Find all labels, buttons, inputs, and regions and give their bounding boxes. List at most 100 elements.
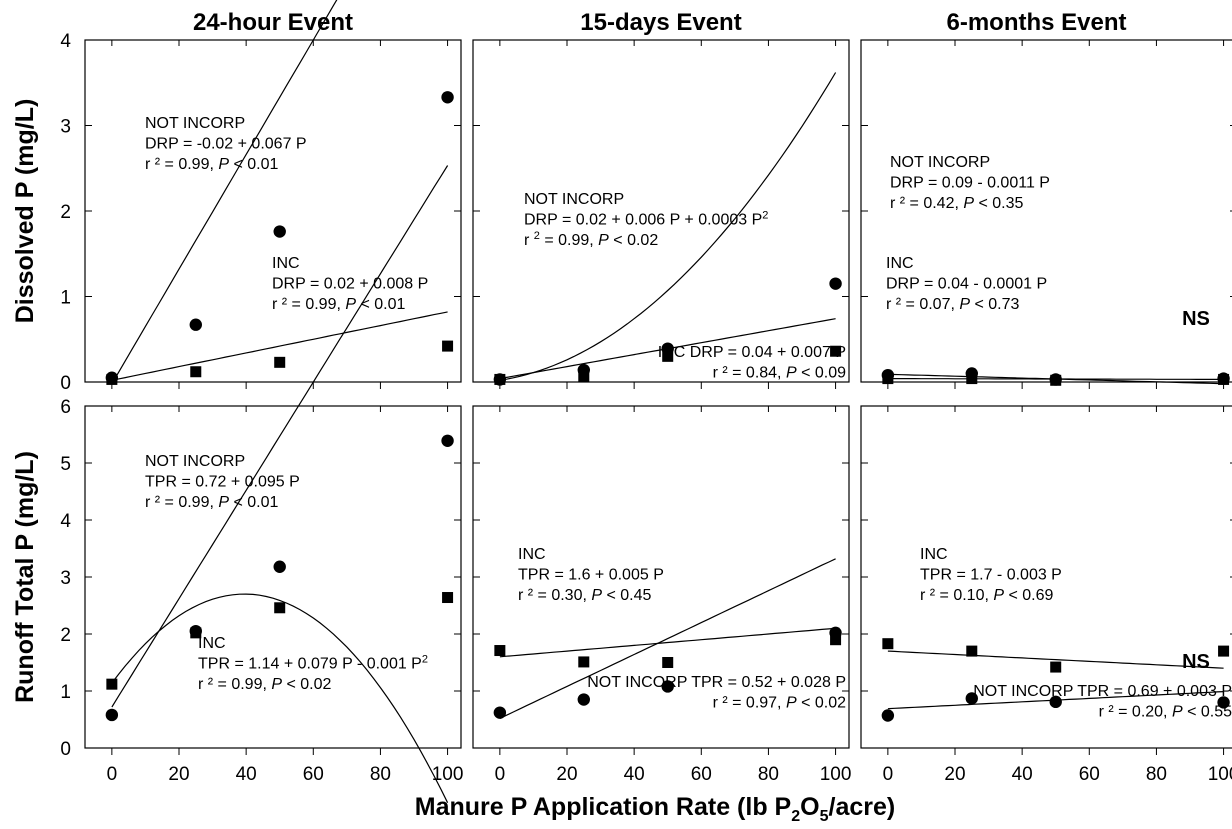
point-inc bbox=[578, 370, 590, 382]
point-inc bbox=[966, 645, 978, 657]
point-inc bbox=[494, 373, 506, 385]
point-inc bbox=[882, 638, 894, 650]
point-inc bbox=[662, 350, 674, 362]
fit-equation-text: r 2 = 0.99, P < 0.02 bbox=[524, 230, 658, 249]
ns-label: NS bbox=[1182, 651, 1210, 673]
fit-equation-text: TPR = 1.6 + 0.005 P bbox=[518, 567, 664, 584]
fit-equation-text: NOT INCORP bbox=[890, 154, 990, 171]
x-tick-label: 0 bbox=[495, 764, 506, 785]
panel-total-2: 0 20 40 60 80 100 INC TPR = 1.7 - 0.003 P r ² = … bbox=[860, 405, 1232, 785]
fit-equation-text: DRP = 0.02 + 0.008 P bbox=[272, 276, 428, 293]
point-not-incorp bbox=[441, 91, 454, 104]
point-inc bbox=[190, 366, 202, 378]
x-tick-label: 60 bbox=[1079, 764, 1100, 785]
y-tick-label: 2 bbox=[60, 625, 71, 646]
point-inc bbox=[1218, 373, 1230, 385]
fit-equation-text: r ² = 0.99, P < 0.01 bbox=[145, 494, 279, 511]
x-tick-label: 60 bbox=[303, 764, 324, 785]
point-inc bbox=[442, 592, 454, 604]
point-inc bbox=[1050, 374, 1062, 386]
fit-equation-text: NOT INCORP bbox=[524, 191, 624, 208]
ns-label: NS bbox=[1182, 308, 1210, 330]
y-tick-label: 1 bbox=[60, 288, 71, 309]
point-inc bbox=[442, 340, 454, 352]
fit-equation-text: DRP = 0.04 - 0.0001 P bbox=[886, 276, 1047, 293]
point-not-incorp bbox=[105, 708, 119, 722]
point-inc bbox=[830, 345, 842, 357]
point-inc bbox=[274, 602, 286, 614]
point-not-incorp bbox=[189, 318, 202, 331]
point-inc bbox=[494, 645, 506, 657]
fit-equation-text: INC bbox=[198, 635, 226, 652]
fit-line-not-incorp bbox=[499, 72, 837, 381]
point-not-incorp bbox=[1217, 696, 1230, 709]
y-tick-label: 5 bbox=[60, 454, 71, 475]
point-inc bbox=[662, 657, 674, 668]
point-inc bbox=[966, 373, 978, 385]
point-inc bbox=[190, 627, 202, 639]
column-title: 15-days Event bbox=[580, 9, 741, 36]
plot-area bbox=[84, 405, 462, 749]
y-axis-label: Runoff Total P (mg/L) bbox=[11, 451, 39, 703]
panel-dissolved-0: 0 1 2 3 4 NOT INCORP DRP = -0.02 + 0.067 P r ² … bbox=[60, 0, 462, 394]
point-not-incorp bbox=[273, 560, 286, 573]
point-not-incorp bbox=[577, 693, 590, 706]
fit-line-not-incorp bbox=[111, 0, 338, 385]
x-tick-label: 40 bbox=[624, 764, 645, 785]
fit-equation-text: NOT INCORP TPR = 0.69 + 0.003 P bbox=[973, 683, 1232, 700]
point-inc bbox=[830, 634, 842, 646]
fit-line-not-incorp bbox=[499, 558, 836, 719]
point-inc bbox=[1050, 661, 1062, 673]
fit-equation-text: TPR = 1.14 + 0.079 P - 0.001 P2 bbox=[198, 654, 428, 673]
y-tick-label: 1 bbox=[60, 682, 71, 703]
point-not-incorp bbox=[661, 680, 674, 693]
fit-equation-text: r ² = 0.99, P < 0.02 bbox=[198, 676, 332, 693]
x-tick-label: 80 bbox=[758, 764, 779, 785]
fit-equation-text: TPR = 1.7 - 0.003 P bbox=[920, 567, 1062, 584]
point-not-incorp bbox=[881, 709, 895, 722]
x-axis-label: Manure P Application Rate (lb P2O5/acre) bbox=[415, 793, 895, 825]
fit-equation-text: DRP = 0.02 + 0.006 P + 0.0003 P2 bbox=[524, 210, 768, 229]
point-not-incorp bbox=[1049, 695, 1062, 709]
fit-equation-text: INC bbox=[920, 546, 948, 563]
fit-equation-text: r ² = 0.10, P < 0.69 bbox=[920, 587, 1054, 604]
y-tick-label: 2 bbox=[60, 202, 71, 223]
x-tick-label: 40 bbox=[236, 764, 257, 785]
x-tick-label: 60 bbox=[691, 764, 712, 785]
x-tick-label: 80 bbox=[1146, 764, 1167, 785]
y-tick-label: 4 bbox=[60, 31, 71, 52]
fit-equation-text: INC DRP = 0.04 + 0.007 P bbox=[658, 344, 846, 361]
fit-line-inc bbox=[887, 650, 1224, 669]
fit-line-inc bbox=[111, 311, 448, 381]
fit-equation-text: INC bbox=[886, 255, 914, 272]
point-inc bbox=[578, 656, 590, 668]
y-tick-label: 0 bbox=[60, 373, 71, 394]
fit-equation-text: NOT INCORP TPR = 0.52 + 0.028 P bbox=[587, 674, 846, 691]
fit-equation-text: r ² = 0.84, P < 0.09 bbox=[713, 365, 847, 382]
fit-equation-text: TPR = 0.72 + 0.095 P bbox=[145, 474, 300, 491]
x-tick-label: 100 bbox=[432, 764, 464, 785]
point-inc bbox=[274, 356, 286, 368]
point-inc bbox=[1218, 645, 1230, 657]
plot-area bbox=[84, 39, 462, 383]
point-not-incorp bbox=[493, 706, 507, 719]
fit-line-inc bbox=[499, 627, 836, 658]
x-tick-label: 20 bbox=[556, 764, 577, 785]
panel-total-1: 0 20 40 60 80 100 INC TPR = 1.6 + 0.005 P r ² = … bbox=[472, 405, 852, 785]
point-inc bbox=[106, 373, 118, 385]
fit-equation-text: r ² = 0.20, P < 0.55 bbox=[1099, 704, 1232, 721]
fit-line-not-incorp bbox=[111, 165, 449, 708]
fit-equation-text: NOT INCORP bbox=[145, 453, 245, 470]
y-axis-label: Dissolved P (mg/L) bbox=[11, 99, 39, 324]
fit-equation-text: NOT INCORP bbox=[145, 115, 245, 132]
fit-equation-text: r ² = 0.30, P < 0.45 bbox=[518, 587, 652, 604]
x-tick-label: 100 bbox=[820, 764, 852, 785]
panel-dissolved-2: NOT INCORP DRP = 0.09 - 0.0011 P r ² = 0.4… bbox=[860, 39, 1232, 389]
column-title: 6-months Event bbox=[946, 9, 1126, 36]
point-inc bbox=[882, 373, 894, 385]
x-tick-label: 20 bbox=[168, 764, 189, 785]
point-not-incorp bbox=[273, 225, 286, 238]
point-not-incorp bbox=[829, 277, 842, 290]
